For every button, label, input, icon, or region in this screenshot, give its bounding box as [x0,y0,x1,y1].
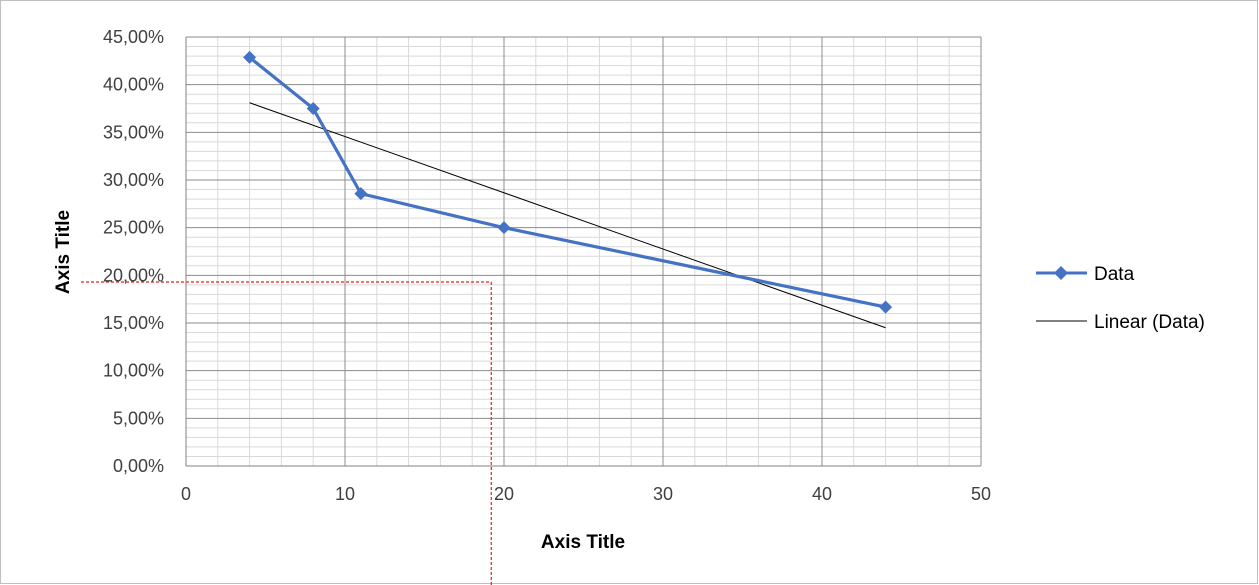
x-tick-label: 30 [653,484,673,504]
x-tick-label: 40 [812,484,832,504]
legend-data-diamond-swatch [1054,266,1068,280]
y-tick-label: 30,00% [103,170,164,190]
y-tick-label: 10,00% [103,361,164,381]
x-tick-label: 20 [494,484,514,504]
x-tick-label: 50 [971,484,991,504]
y-tick-label: 35,00% [103,122,164,142]
legend: Data Linear (Data) [1036,264,1205,333]
y-tick-label: 40,00% [103,75,164,95]
guide-lines [81,281,492,585]
data-point-marker [879,300,893,314]
data-point-marker [354,187,368,201]
legend-entry-data: Data [1036,264,1135,285]
legend-entry-trendline: Linear (Data) [1036,312,1205,333]
x-axis-title: Axis Title [541,532,625,553]
y-tick-label: 15,00% [103,313,164,333]
legend-label-data: Data [1094,264,1135,285]
trendline-layer [249,102,886,329]
y-tick-label: 45,00% [103,27,164,47]
tick-labels: 0 10 20 30 40 50 0,00% 5,00% 10,00% 15,00% 20,00% 2… [103,27,991,504]
y-tick-label: 20,00% [103,265,164,285]
y-tick-label: 5,00% [113,408,164,428]
x-tick-label: 10 [335,484,355,504]
minor-gridlines [186,37,981,466]
series-layer [243,50,893,314]
data-point-marker [497,221,511,235]
y-axis-title: Axis Title [53,210,74,294]
y-tick-label: 25,00% [103,218,164,238]
legend-label-trendline: Linear (Data) [1094,312,1205,333]
axes [185,37,981,467]
linear-trendline [249,102,886,329]
x-tick-label: 0 [181,484,191,504]
data-point-marker [243,50,257,64]
data-point-marker [306,102,320,115]
y-tick-label: 0,00% [113,456,164,476]
